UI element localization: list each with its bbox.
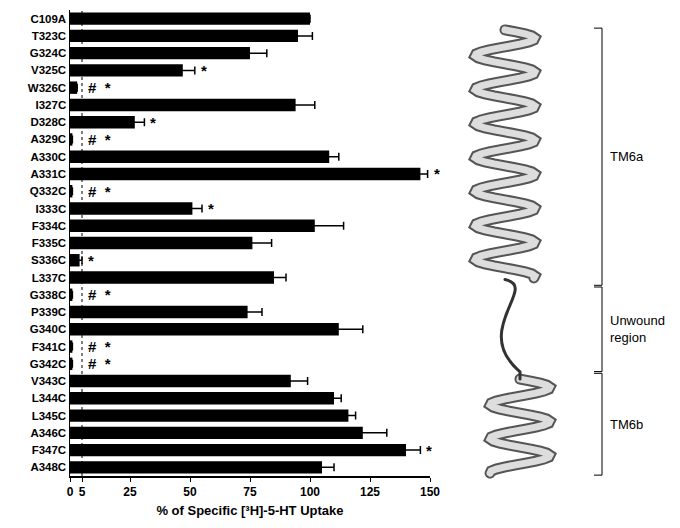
svg-text:A348C: A348C	[30, 461, 66, 473]
svg-text:F335C: F335C	[32, 237, 67, 249]
svg-text:S336C: S336C	[31, 254, 66, 266]
svg-text:25: 25	[123, 485, 137, 499]
svg-text:5: 5	[79, 485, 86, 499]
svg-text:L337C: L337C	[32, 272, 67, 284]
svg-text:*: *	[426, 442, 432, 459]
svg-text:# *: # *	[88, 355, 111, 372]
svg-text:G338C: G338C	[30, 289, 66, 301]
svg-text:T323C: T323C	[32, 30, 67, 42]
svg-text:D328C: D328C	[30, 116, 66, 128]
svg-text:A331C: A331C	[30, 168, 66, 180]
svg-text:TM6b: TM6b	[610, 417, 643, 432]
svg-text:# *: # *	[88, 131, 111, 148]
svg-text:P339C: P339C	[31, 306, 66, 318]
svg-text:C109A: C109A	[30, 13, 66, 25]
svg-text:V343C: V343C	[31, 375, 66, 387]
svg-text:50: 50	[183, 485, 197, 499]
svg-text:G342C: G342C	[30, 358, 66, 370]
svg-text:F334C: F334C	[32, 220, 67, 232]
svg-text:# *: # *	[88, 338, 111, 355]
svg-text:A330C: A330C	[30, 151, 66, 163]
svg-text:W326C: W326C	[28, 82, 66, 94]
svg-text:150: 150	[420, 485, 440, 499]
svg-text:*: *	[150, 114, 156, 131]
svg-text:A329C: A329C	[30, 133, 66, 145]
svg-text:0: 0	[67, 485, 74, 499]
svg-text:V325C: V325C	[31, 64, 66, 76]
svg-text:75: 75	[243, 485, 257, 499]
svg-text:F347C: F347C	[32, 444, 67, 456]
svg-text:125: 125	[360, 485, 380, 499]
svg-text:% of Specific [³H]-5-HT Uptake: % of Specific [³H]-5-HT Uptake	[156, 503, 343, 518]
svg-text:G324C: G324C	[30, 47, 66, 59]
svg-text:A346C: A346C	[30, 427, 66, 439]
svg-text:*: *	[88, 252, 94, 269]
svg-text:Q332C: Q332C	[30, 185, 66, 197]
svg-text:I333C: I333C	[36, 203, 67, 215]
svg-text:# *: # *	[88, 183, 111, 200]
svg-text:F341C: F341C	[32, 341, 67, 353]
svg-text:I327C: I327C	[36, 99, 67, 111]
svg-text:*: *	[434, 165, 440, 182]
svg-text:L345C: L345C	[32, 410, 67, 422]
svg-text:100: 100	[300, 485, 320, 499]
svg-text:# *: # *	[88, 286, 111, 303]
svg-text:TM6a: TM6a	[610, 149, 644, 164]
svg-text:*: *	[201, 62, 207, 79]
svg-text:Unwoundregion: Unwoundregion	[610, 313, 665, 345]
svg-text:*: *	[208, 200, 214, 217]
svg-text:L344C: L344C	[32, 392, 67, 404]
svg-text:G340C: G340C	[30, 323, 66, 335]
svg-text:# *: # *	[88, 79, 111, 96]
